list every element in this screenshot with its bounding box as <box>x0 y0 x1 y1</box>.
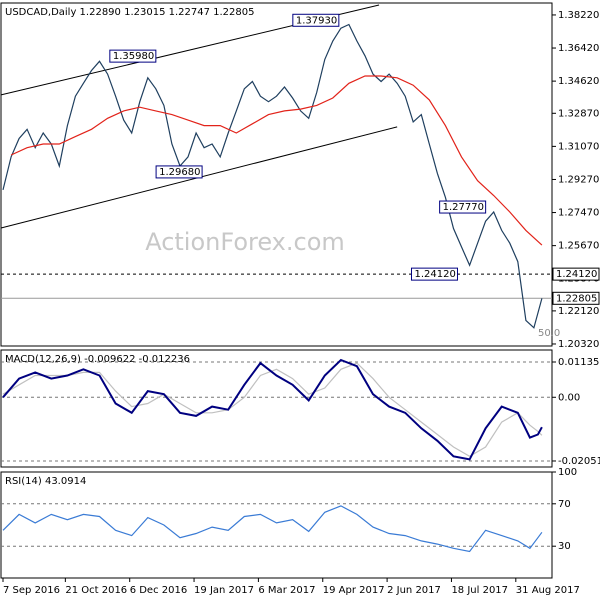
y-tick-label: 1.38220 <box>558 10 599 21</box>
y-tick-label: 1.32870 <box>558 108 599 119</box>
y-tick-label: 0.00 <box>558 392 580 403</box>
panel-title: MACD(12,26,9) -0.009622 -0.012236 <box>5 354 190 365</box>
y-tick-label: 1.20320 <box>558 339 599 350</box>
x-tick-label: 6 Mar 2017 <box>258 585 315 596</box>
y-tick-label: 0.011355 <box>558 357 600 368</box>
series-line <box>2 505 543 553</box>
annotation-box <box>439 200 487 214</box>
annotation-box <box>155 165 203 179</box>
panel-frame <box>0 349 553 468</box>
x-tick-label: 2 Jun 2017 <box>387 585 441 596</box>
panel-frame <box>0 2 553 347</box>
series-line <box>2 358 543 461</box>
annotation-label: 1.37930 <box>296 15 337 26</box>
y-tick-label: 1.29270 <box>558 174 599 185</box>
annotation-label: 1.24120 <box>414 269 455 280</box>
y-tick-label: -0.020513 <box>558 456 600 467</box>
level-box <box>552 267 600 281</box>
y-tick-label: 1.36420 <box>558 43 599 54</box>
level-label: 1.24120 <box>556 269 597 280</box>
y-tick-label: 1.34620 <box>558 76 599 87</box>
note: 50.0 <box>538 328 560 339</box>
y-tick-label: 1.27470 <box>558 208 599 219</box>
x-tick-label: 18 Jul 2017 <box>451 585 508 596</box>
series-line <box>2 362 543 457</box>
x-tick-label: 21 Oct 2016 <box>65 585 127 596</box>
y-tick-label: 30 <box>558 541 571 552</box>
annotation-label: 1.35980 <box>113 51 154 62</box>
annotation-label: 1.27770 <box>443 202 484 213</box>
level-label: 1.22805 <box>556 293 597 304</box>
annotation-box <box>109 49 157 63</box>
y-tick-label: 1.22120 <box>558 306 599 317</box>
annotation-box <box>292 13 340 27</box>
x-tick-label: 6 Dec 2016 <box>130 585 188 596</box>
x-tick-label: 19 Apr 2017 <box>323 585 385 596</box>
x-tick-label: 7 Sep 2016 <box>3 585 60 596</box>
y-tick-label: 70 <box>558 499 571 510</box>
annotation-label: 1.29680 <box>159 167 200 178</box>
watermark: ActionForex.com <box>145 228 345 256</box>
y-tick-label: 1.25670 <box>558 241 599 252</box>
x-tick-label: 31 Aug 2017 <box>516 585 580 596</box>
annotation-box <box>410 267 458 281</box>
panel-title: USDCAD,Daily 1.22890 1.23015 1.22747 1.2… <box>5 7 255 18</box>
y-tick-label: 1.31070 <box>558 141 599 152</box>
x-tick-label: 19 Jan 2017 <box>194 585 254 596</box>
panel-title: RSI(14) 43.0914 <box>5 476 86 487</box>
series-line <box>2 23 543 329</box>
level-box <box>552 291 600 305</box>
y-tick-label: 100 <box>558 467 577 478</box>
panel-frame <box>0 471 553 579</box>
series-line <box>10 75 543 246</box>
